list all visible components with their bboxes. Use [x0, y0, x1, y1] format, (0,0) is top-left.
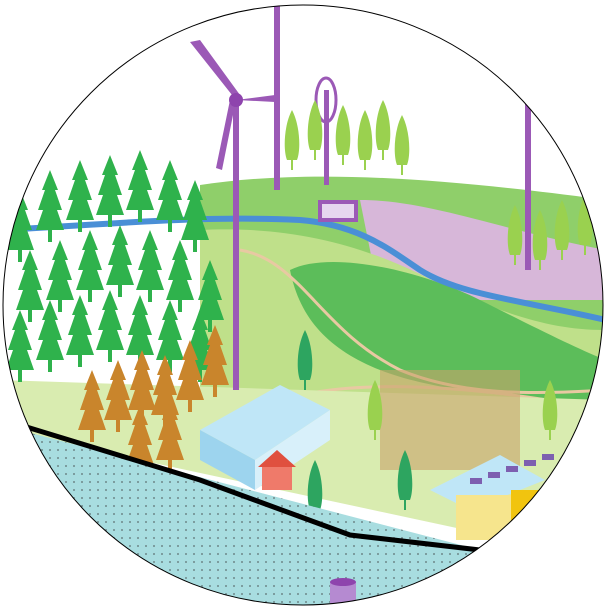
frame	[2, 4, 604, 606]
